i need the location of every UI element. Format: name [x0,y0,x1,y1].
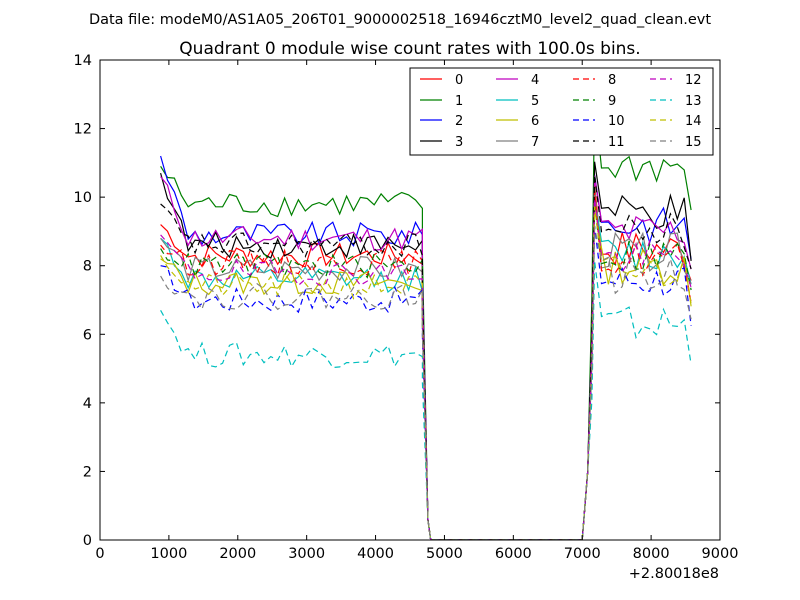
series-line-10 [160,225,692,540]
series-line-5 [160,196,692,540]
x-tick-label: 4000 [357,546,394,562]
x-tick-label: 2000 [219,546,256,562]
series-line-6 [160,203,692,540]
y-tick-label: 2 [83,464,92,480]
x-offset-label: +2.80018e8 [629,566,719,582]
legend-label: 11 [608,135,625,150]
x-tick-label: 0 [95,546,104,562]
legend-label: 2 [455,114,463,129]
legend-label: 4 [531,73,539,88]
legend-label: 15 [685,135,702,150]
y-tick-label: 14 [74,53,92,69]
series-line-12 [160,198,692,540]
legend-label: 7 [531,135,539,150]
series-line-4 [160,175,692,540]
y-tick-label: 4 [83,396,92,412]
series-line-9 [160,204,692,540]
series-line-13 [160,261,692,540]
series-line-11 [160,174,692,540]
legend-label: 12 [685,73,702,88]
series-line-8 [160,190,692,540]
series-line-1 [160,99,692,540]
x-tick-label: 6000 [495,546,532,562]
legend-label: 8 [608,73,616,88]
x-tick-label: 8000 [633,546,670,562]
legend-label: 5 [531,94,539,109]
y-tick-label: 8 [83,259,92,275]
series-layer [160,99,692,540]
series-line-7 [160,186,692,540]
figure-suptitle: Data file: modeM0/AS1A05_206T01_90000025… [89,12,711,28]
legend-label: 14 [685,114,702,129]
tick-layer: 0 1000 2000 3000 4000 5000 6000 7000 8000 9000 0 2 4… [74,53,739,562]
x-tick-label: 1000 [150,546,187,562]
legend-label: 9 [608,94,616,109]
x-tick-label: 9000 [702,546,739,562]
x-tick-label: 3000 [288,546,325,562]
plot-frame [99,59,721,541]
legend-label: 0 [455,73,463,88]
x-tick-label: 7000 [564,546,601,562]
y-tick-label: 10 [74,190,92,206]
x-tick-label: 5000 [426,546,463,562]
legend-label: 6 [531,114,539,129]
legend-label: 13 [685,94,702,109]
series-line-0 [160,184,692,540]
chart-title: Quadrant 0 module wise count rates with … [179,39,640,59]
legend-label: 1 [455,94,463,109]
legend-label: 3 [455,135,463,150]
y-tick-label: 0 [83,533,92,549]
y-tick-label: 6 [83,327,92,343]
legend-label: 10 [608,114,625,129]
y-tick-label: 12 [74,122,92,138]
series-line-14 [160,206,692,540]
